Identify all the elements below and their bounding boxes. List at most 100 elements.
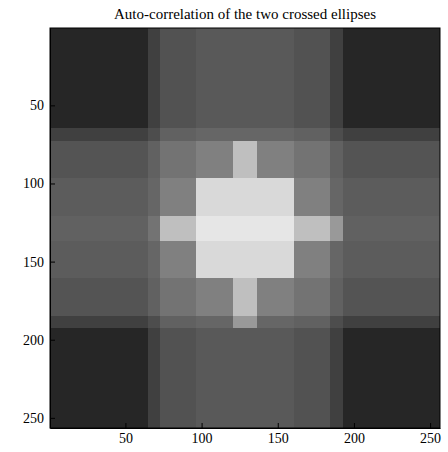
cell: [135, 328, 148, 341]
cell: [294, 53, 307, 66]
cell: [123, 78, 136, 91]
cell: [416, 378, 429, 391]
cell: [50, 278, 63, 291]
cell: [343, 403, 356, 416]
cell: [62, 228, 75, 241]
cell: [160, 91, 173, 104]
cell: [403, 316, 416, 329]
cell: [282, 403, 295, 416]
cell: [62, 241, 75, 254]
cell: [379, 153, 392, 166]
cell: [367, 341, 380, 354]
cell: [208, 153, 221, 166]
cell: [62, 41, 75, 54]
cell: [99, 391, 112, 404]
cell: [160, 391, 173, 404]
cell: [391, 78, 404, 91]
cell: [172, 391, 185, 404]
cell: [172, 41, 185, 54]
cell: [160, 241, 173, 254]
cell: [135, 291, 148, 304]
cell: [62, 28, 75, 41]
cell: [208, 378, 221, 391]
cell: [355, 103, 368, 116]
cell: [148, 203, 161, 216]
cell: [50, 41, 63, 54]
cell: [379, 78, 392, 91]
cell: [330, 78, 343, 91]
cell: [135, 341, 148, 354]
cell: [50, 216, 63, 229]
cell: [318, 141, 331, 154]
cell: [379, 128, 392, 141]
cell: [184, 291, 197, 304]
cell: [318, 191, 331, 204]
cell: [160, 78, 173, 91]
cell: [87, 353, 100, 366]
cell: [428, 378, 440, 391]
cell: [196, 303, 209, 316]
cell: [160, 28, 173, 41]
cell: [135, 53, 148, 66]
cell: [123, 241, 136, 254]
cell: [257, 128, 270, 141]
cell: [269, 41, 282, 54]
cell: [135, 366, 148, 379]
cell: [196, 266, 209, 279]
cell: [330, 416, 343, 429]
cell: [306, 241, 319, 254]
cell: [391, 266, 404, 279]
cell: [233, 128, 246, 141]
cell: [123, 266, 136, 279]
cell: [208, 403, 221, 416]
cell: [99, 116, 112, 129]
cell: [50, 303, 63, 316]
cell: [233, 116, 246, 129]
cell: [367, 141, 380, 154]
cell: [245, 178, 258, 191]
cell: [123, 291, 136, 304]
cell: [343, 378, 356, 391]
cell: [111, 316, 124, 329]
cell: [379, 28, 392, 41]
cell: [282, 391, 295, 404]
cell: [355, 153, 368, 166]
cell: [111, 391, 124, 404]
cell: [74, 141, 87, 154]
cell: [306, 66, 319, 79]
cell: [330, 128, 343, 141]
cell: [294, 378, 307, 391]
cell: [184, 53, 197, 66]
cell: [355, 128, 368, 141]
cell: [184, 241, 197, 254]
cell: [428, 303, 440, 316]
cell: [416, 216, 429, 229]
cell: [269, 128, 282, 141]
cell: [343, 328, 356, 341]
cell: [355, 228, 368, 241]
cell: [148, 28, 161, 41]
cell: [294, 416, 307, 429]
cell: [221, 278, 234, 291]
cell: [135, 203, 148, 216]
cell: [367, 78, 380, 91]
cell: [62, 303, 75, 316]
cell: [282, 378, 295, 391]
cell: [123, 128, 136, 141]
cell: [74, 341, 87, 354]
cell: [233, 78, 246, 91]
cell: [269, 203, 282, 216]
cell: [428, 353, 440, 366]
cell: [99, 91, 112, 104]
cell: [343, 391, 356, 404]
cell: [62, 78, 75, 91]
cell: [135, 91, 148, 104]
cell: [208, 341, 221, 354]
cell: [172, 291, 185, 304]
cell: [416, 128, 429, 141]
cell: [87, 228, 100, 241]
x-tick-label: 200: [344, 431, 365, 446]
cell: [330, 66, 343, 79]
cell: [74, 253, 87, 266]
cell: [123, 191, 136, 204]
